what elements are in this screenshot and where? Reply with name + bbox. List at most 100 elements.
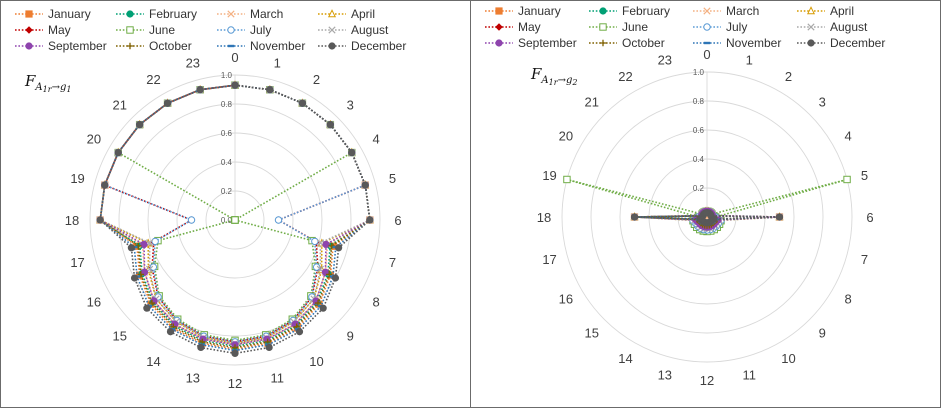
data-point xyxy=(319,304,327,312)
data-point xyxy=(231,349,239,357)
data-point xyxy=(775,213,784,221)
data-point xyxy=(196,86,204,94)
series-group xyxy=(96,80,374,357)
hour-label: 20 xyxy=(559,129,573,144)
legend-marker-august xyxy=(807,23,815,31)
hour-label: 11 xyxy=(270,370,284,385)
data-point xyxy=(197,343,205,352)
legend-label-november: November xyxy=(726,36,781,50)
data-point xyxy=(136,121,144,129)
data-point xyxy=(702,209,710,217)
title-part-tail: 2 xyxy=(571,78,577,87)
legend-marker-march xyxy=(227,10,235,18)
legend-label-january: January xyxy=(518,4,561,18)
legend-label-october: October xyxy=(622,36,665,50)
radial-tick-label: 0.2 xyxy=(221,187,233,196)
hour-label: 8 xyxy=(373,295,380,310)
legend-marker-may xyxy=(25,26,33,34)
legend-marker-november xyxy=(703,41,711,45)
data-point xyxy=(295,328,304,336)
chart-title: FA1r→g2 xyxy=(530,65,577,87)
legend-item-july: July xyxy=(693,20,747,34)
legend-item-february: February xyxy=(589,4,670,18)
legend-label-february: February xyxy=(149,7,197,21)
legend-label-august: August xyxy=(830,20,868,34)
legend-label-may: May xyxy=(518,20,541,34)
data-point xyxy=(361,181,369,189)
legend-item-april: April xyxy=(318,7,375,21)
data-point xyxy=(187,216,196,224)
legend-label-june: June xyxy=(622,20,648,34)
title-part-base: F xyxy=(24,72,36,90)
legend-label-april: April xyxy=(830,4,854,18)
legend-item-december: December xyxy=(318,39,406,53)
legend-label-october: October xyxy=(149,39,192,53)
hour-label: 2 xyxy=(785,69,792,84)
radial-tick-label: 1.0 xyxy=(221,71,233,80)
radar-chart-right: January February March April May June July Augu… xyxy=(485,4,885,388)
hour-label: 7 xyxy=(389,255,396,270)
hour-label: 17 xyxy=(70,255,84,270)
title-part-subsub: 1r xyxy=(43,85,53,94)
data-point xyxy=(143,304,151,312)
legend-label-december: December xyxy=(830,36,885,50)
hour-label: 1 xyxy=(746,53,753,68)
legend-item-november: November xyxy=(693,36,781,50)
legend-item-march: March xyxy=(693,4,759,18)
legend-marker-april xyxy=(327,9,337,18)
legend: January February March April May June July Augu… xyxy=(15,7,406,53)
legend-label-january: January xyxy=(48,7,91,21)
data-point xyxy=(366,216,374,224)
data-point xyxy=(231,216,239,224)
data-point xyxy=(335,244,343,252)
legend-item-september: September xyxy=(485,36,577,50)
hour-label: 23 xyxy=(658,53,672,68)
legend-label-september: September xyxy=(48,39,107,53)
title-part-tail: 1 xyxy=(66,85,71,94)
data-point xyxy=(114,148,122,157)
legend-marker-january xyxy=(25,10,33,18)
radial-tick-label: 0.0 xyxy=(221,216,233,225)
data-point xyxy=(163,99,172,107)
radial-tick-label: 0.4 xyxy=(693,155,705,164)
hour-label: 19 xyxy=(542,168,556,183)
data-point xyxy=(331,274,340,282)
legend-item-november: November xyxy=(217,39,305,53)
legend-marker-september xyxy=(495,39,503,47)
legend-item-january: January xyxy=(485,4,561,18)
legend-label-july: July xyxy=(726,20,747,34)
legend-label-august: August xyxy=(351,23,389,37)
radial-tick-label: 0.2 xyxy=(693,184,705,193)
radial-grid xyxy=(89,74,381,366)
title-part-subsub: 1r xyxy=(549,78,559,87)
title-part-sub: A xyxy=(34,82,42,93)
hour-label: 16 xyxy=(559,292,573,307)
title-part-arrow: →g xyxy=(558,75,573,86)
legend-marker-november xyxy=(227,44,235,48)
legend-label-february: February xyxy=(622,4,670,18)
data-point xyxy=(265,343,273,352)
chart-panel-right: January February March April May June July Augu… xyxy=(470,0,941,408)
hour-label: 15 xyxy=(585,325,599,340)
hour-label: 13 xyxy=(186,370,200,385)
legend-item-october: October xyxy=(116,39,192,53)
radial-tick-label: 0.6 xyxy=(221,129,233,138)
hour-label: 23 xyxy=(186,56,200,71)
hour-label: 0 xyxy=(231,50,238,65)
data-point xyxy=(140,240,148,248)
hour-label: 12 xyxy=(228,376,242,391)
legend-label-november: November xyxy=(250,39,305,53)
hour-label: 22 xyxy=(146,72,160,87)
hour-label: 11 xyxy=(742,367,756,382)
legend-item-august: August xyxy=(318,23,389,37)
hour-label: 13 xyxy=(658,367,672,382)
hour-label: 17 xyxy=(542,252,556,267)
legend-label-july: July xyxy=(250,23,271,37)
hour-label: 21 xyxy=(585,95,599,110)
radial-tick-label: 0.8 xyxy=(693,97,705,106)
legend-label-march: March xyxy=(250,7,283,21)
data-point xyxy=(101,181,109,189)
legend-item-august: August xyxy=(797,20,868,34)
hour-label: 12 xyxy=(700,373,714,388)
